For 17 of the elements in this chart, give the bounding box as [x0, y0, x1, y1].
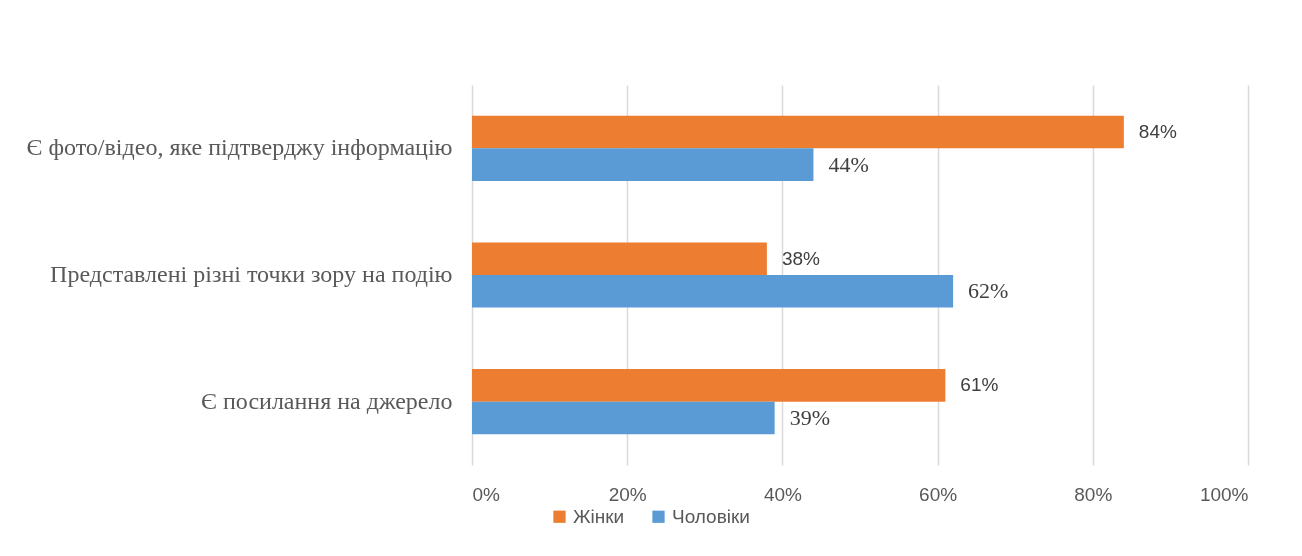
data-label: 84%	[1138, 121, 1177, 143]
y-tick-label: Є посилання на джерело	[201, 387, 453, 414]
data-label: 61%	[960, 374, 999, 396]
data-label: 38%	[781, 247, 821, 269]
data-label: 39%	[789, 404, 830, 430]
legend-label: Жінки	[573, 505, 625, 527]
y-tick-label: Є фото/відео, яке підтверджу інформацію	[26, 134, 453, 161]
x-tick-label: 20%	[608, 483, 647, 505]
legend-label: Чоловіки	[672, 505, 750, 527]
x-tick-label: 40%	[763, 483, 803, 505]
x-tick-label: 80%	[1074, 483, 1113, 505]
x-tick-label: 0%	[472, 483, 501, 505]
x-tick-label: 100%	[1199, 483, 1249, 505]
data-label: 44%	[828, 151, 869, 177]
data-label: 62%	[968, 278, 1009, 304]
x-tick-label: 60%	[919, 483, 958, 505]
y-tick-label: Представлені різні точки зору на подію	[50, 261, 453, 287]
